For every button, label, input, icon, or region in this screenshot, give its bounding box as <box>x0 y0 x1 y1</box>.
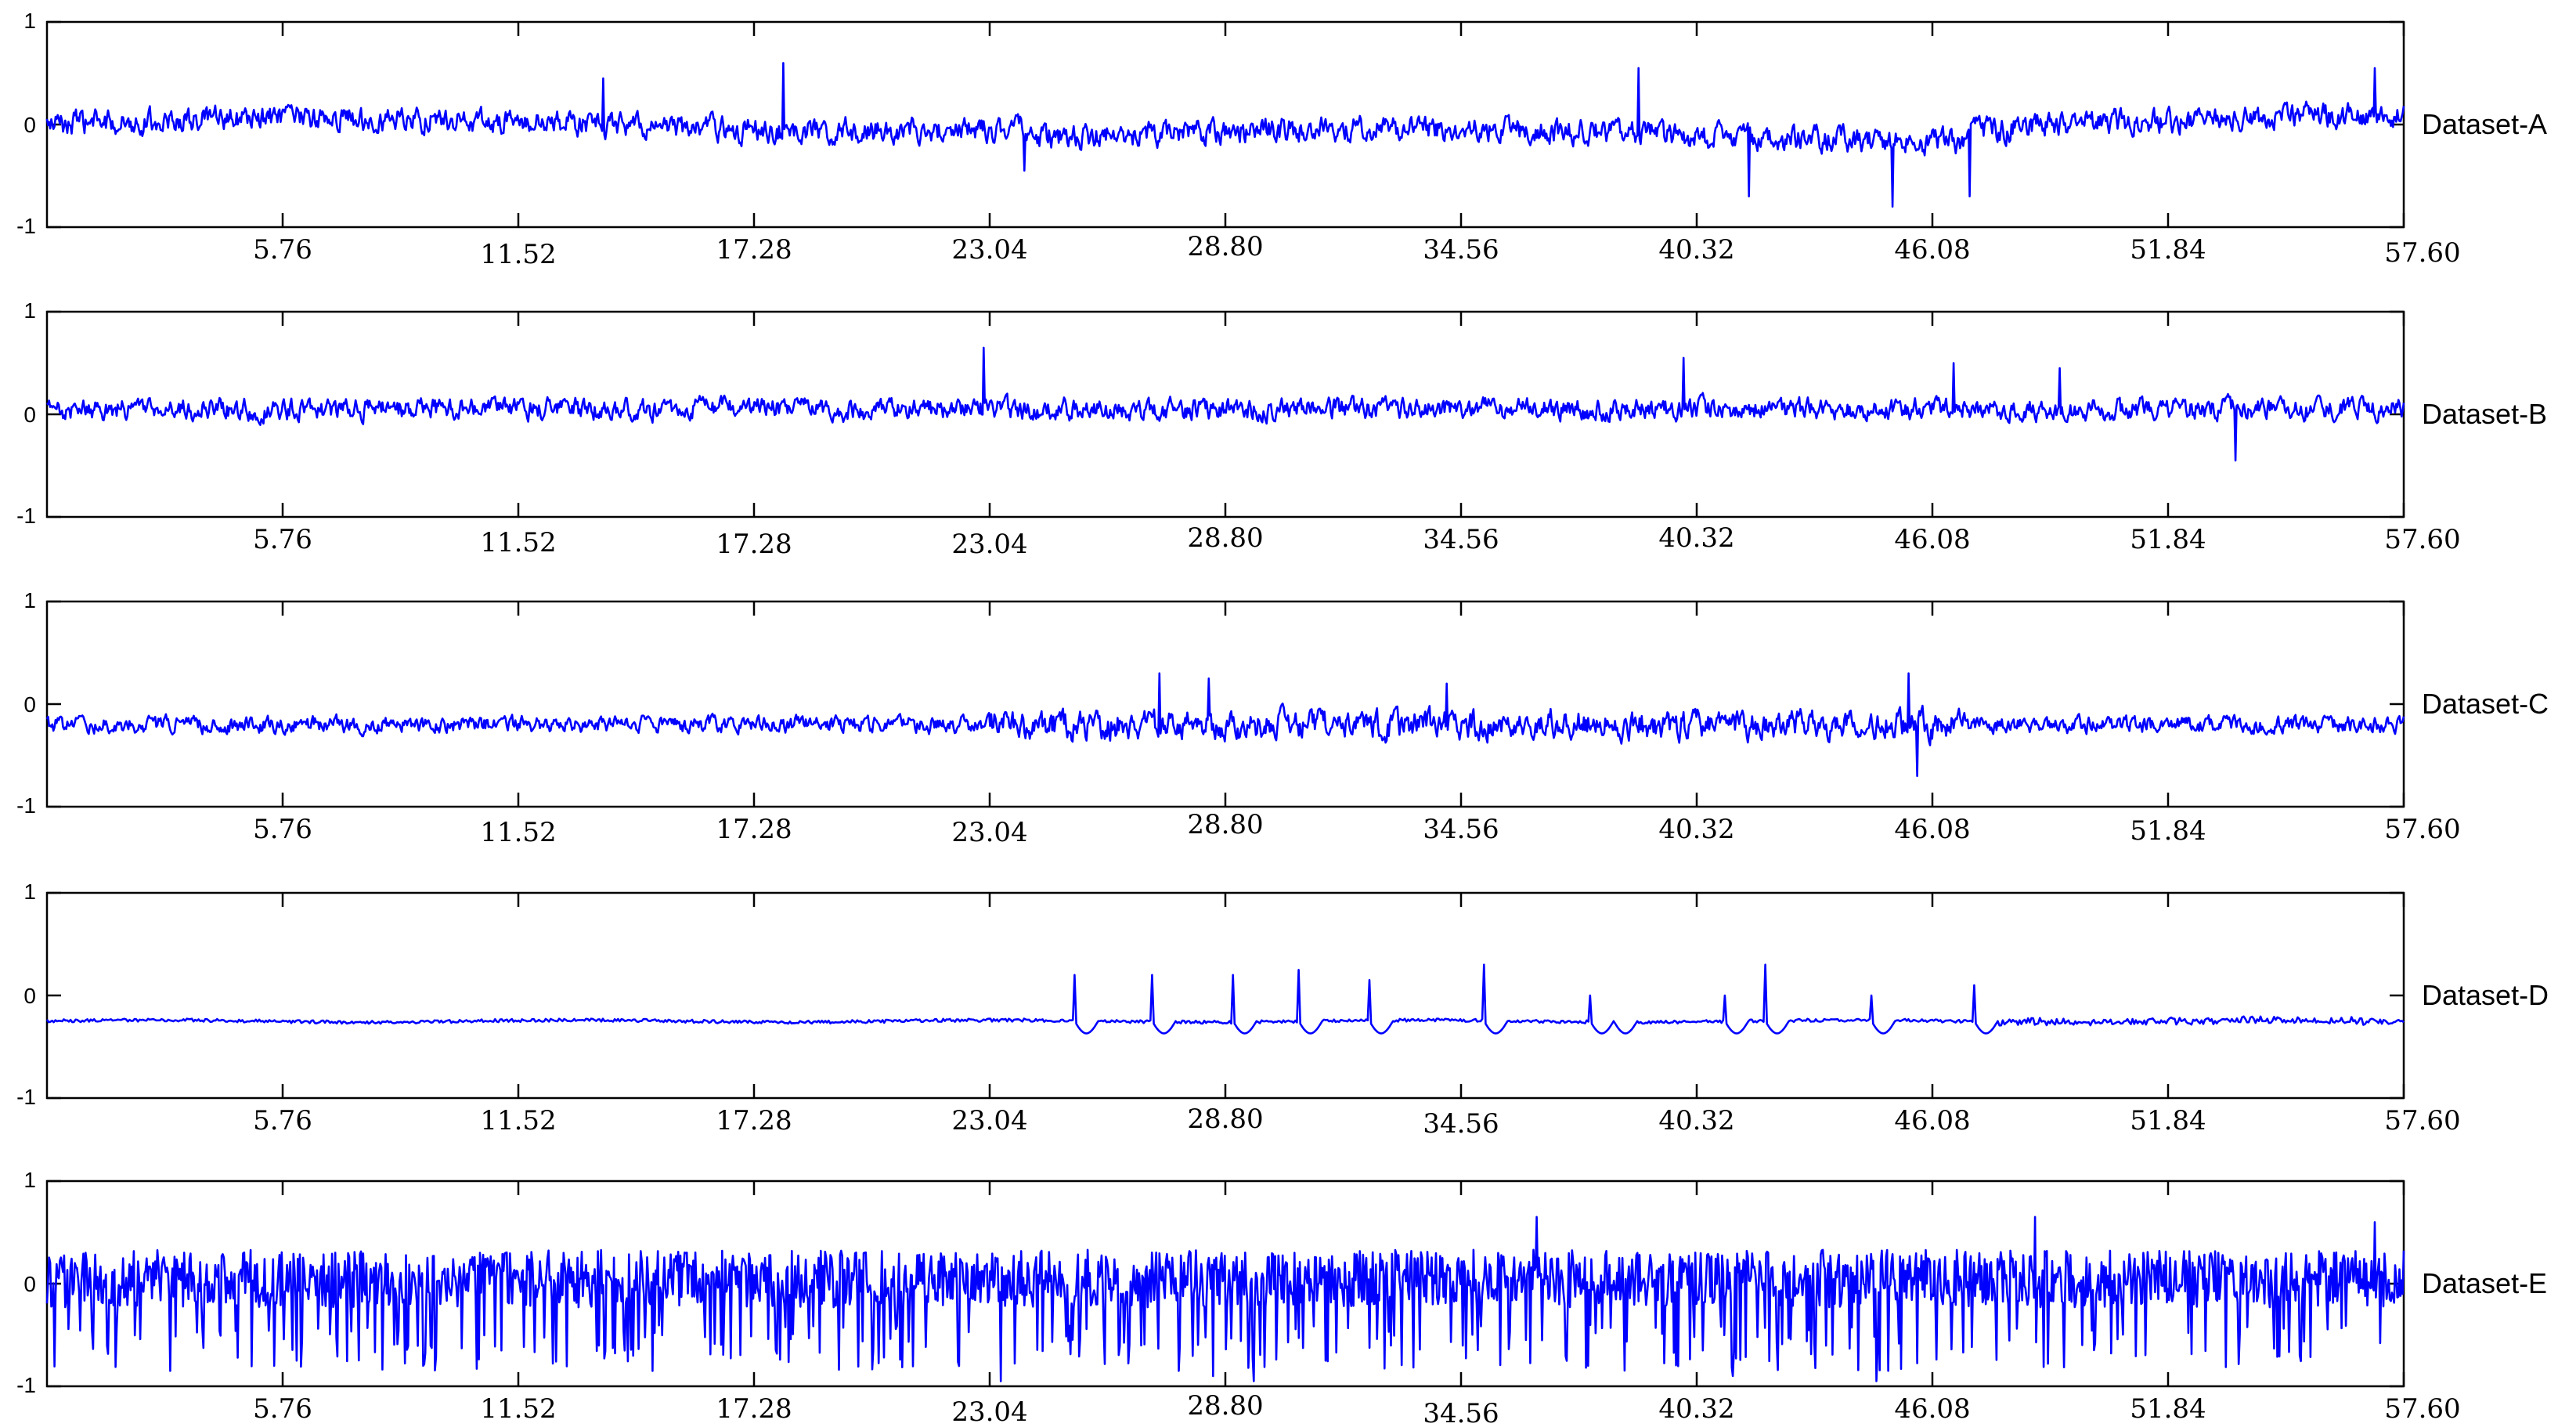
x-tick-label: 57.60 <box>2384 814 2460 845</box>
y-tick-label: 1 <box>23 880 36 904</box>
series-line-dataset-e <box>45 1216 2405 1382</box>
x-tick-label: 40.32 <box>1658 814 1734 845</box>
x-tick-label: 34.56 <box>1423 1398 1499 1427</box>
x-tick-label: 23.04 <box>951 529 1027 560</box>
panel-2: 5.76 11.52 17.28 23.04 28.80 34.56 40.32 46.08 5… <box>16 298 2547 560</box>
x-tick-label: 34.56 <box>1423 524 1499 555</box>
plot-frame <box>45 600 2405 808</box>
y-tick-label: -1 <box>16 1085 36 1109</box>
x-tick-label: 28.80 <box>1187 809 1263 840</box>
panel-3: 5.76 11.52 17.28 23.04 28.80 34.56 40.32 46.08 5… <box>16 588 2549 848</box>
x-tick-label: 5.76 <box>253 814 312 845</box>
x-tick-label: 23.04 <box>951 1105 1027 1136</box>
y-tick-label: 0 <box>23 1272 36 1296</box>
x-tick-label: 28.80 <box>1187 1390 1263 1422</box>
plot-frame <box>45 891 2405 1100</box>
x-tick-label: 23.04 <box>951 1396 1027 1427</box>
x-tick-label: 17.28 <box>716 814 792 845</box>
x-tick-label: 40.32 <box>1658 522 1734 554</box>
x-tick-label: 28.80 <box>1187 231 1263 262</box>
x-tick-label: 5.76 <box>253 234 312 266</box>
x-tick-label: 23.04 <box>951 817 1027 848</box>
y-tick-label: -1 <box>16 214 36 238</box>
x-tick-label: 46.08 <box>1894 814 1970 845</box>
x-tick-label: 5.76 <box>253 524 312 555</box>
panel-5: 5.76 11.52 17.28 23.04 28.80 34.56 40.32 46.08 5… <box>16 1168 2547 1427</box>
x-tick-label: 11.52 <box>480 1105 556 1136</box>
y-tick-label: 1 <box>23 588 36 612</box>
x-tick-label: 46.08 <box>1894 524 1970 555</box>
series-line-dataset-d <box>45 963 2405 1035</box>
x-tick-label: 46.08 <box>1894 1105 1970 1136</box>
x-tick-label: 11.52 <box>480 527 556 558</box>
y-tick-label: 0 <box>23 113 36 137</box>
x-tick-label: 5.76 <box>253 1105 312 1136</box>
x-tick-label: 11.52 <box>480 817 556 848</box>
panel-1: 5.76 11.52 17.28 23.04 28.80 34.56 40.32 46.08 5… <box>16 9 2547 270</box>
plot-frame <box>45 20 2405 229</box>
x-tick-label: 5.76 <box>253 1393 312 1425</box>
x-tick-label: 34.56 <box>1423 234 1499 266</box>
x-tick-label: 17.28 <box>716 529 792 560</box>
x-tick-label: 23.04 <box>951 234 1027 266</box>
x-tick-label: 28.80 <box>1187 1104 1263 1135</box>
x-tick-label: 40.32 <box>1658 234 1734 266</box>
x-tick-label: 17.28 <box>716 1105 792 1136</box>
series-line-dataset-a <box>45 62 2405 208</box>
x-tick-label: 40.32 <box>1658 1393 1734 1425</box>
x-tick-label: 51.84 <box>2130 815 2206 847</box>
x-tick-label: 51.84 <box>2130 524 2206 555</box>
y-tick-label: 0 <box>23 403 36 427</box>
x-tick-label: 46.08 <box>1894 1393 1970 1425</box>
y-tick-label: 1 <box>23 9 36 33</box>
x-tick-label: 51.84 <box>2130 1393 2206 1425</box>
y-tick-label: -1 <box>16 793 36 818</box>
x-tick-label: 17.28 <box>716 1393 792 1425</box>
panel-4: 5.76 11.52 17.28 23.04 28.80 34.56 40.32 46.08 5… <box>16 880 2549 1140</box>
y-tick-label: -1 <box>16 1373 36 1397</box>
series-label: Dataset-C <box>2422 688 2549 720</box>
series-label: Dataset-D <box>2422 979 2549 1011</box>
series-line-dataset-c <box>45 672 2405 777</box>
series-label: Dataset-E <box>2422 1267 2547 1299</box>
x-tick-label: 51.84 <box>2130 1105 2206 1136</box>
x-tick-label: 57.60 <box>2384 524 2460 555</box>
y-tick-label: 0 <box>23 984 36 1008</box>
x-tick-label: 11.52 <box>480 239 556 270</box>
y-tick-label: -1 <box>16 504 36 528</box>
x-tick-label: 57.60 <box>2384 1393 2460 1425</box>
series-label: Dataset-A <box>2422 108 2547 140</box>
x-tick-label: 46.08 <box>1894 234 1970 266</box>
y-tick-label: 1 <box>23 1168 36 1192</box>
x-tick-label: 11.52 <box>480 1393 556 1425</box>
y-tick-label: 0 <box>23 692 36 717</box>
x-tick-label: 57.60 <box>2384 1105 2460 1136</box>
x-tick-label: 28.80 <box>1187 522 1263 554</box>
x-tick-label: 17.28 <box>716 234 792 266</box>
series-line-dataset-b <box>46 346 2405 462</box>
series-label: Dataset-B <box>2422 398 2547 430</box>
x-tick-label: 40.32 <box>1658 1105 1734 1136</box>
x-tick-label: 34.56 <box>1423 814 1499 845</box>
x-tick-label: 34.56 <box>1423 1108 1499 1140</box>
x-tick-label: 51.84 <box>2130 234 2206 266</box>
x-tick-label: 57.60 <box>2384 237 2460 269</box>
y-tick-label: 1 <box>23 298 36 323</box>
